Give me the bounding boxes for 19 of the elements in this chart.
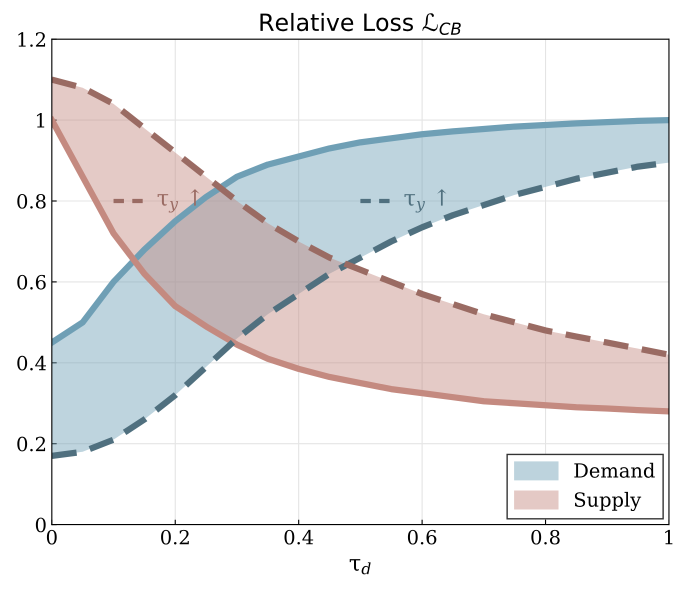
- y-tick-label: 0.2: [17, 436, 46, 452]
- y-tick-label: 0: [36, 518, 46, 532]
- x-tick-label: 0.6: [408, 530, 436, 545]
- annotation: τ$_{y}$ ↑: [404, 189, 446, 213]
- x-tick-label: 0.2: [161, 530, 189, 545]
- legend-label: Demand: [574, 462, 655, 478]
- y-tick-label: 0.4: [17, 356, 46, 370]
- y-tick-label: 0.6: [17, 274, 46, 290]
- x-tick-label: 0.8: [531, 530, 560, 545]
- x-tick-label: 1: [665, 530, 672, 544]
- chart-title: Relative Loss ℒ$_{CB}$: [260, 12, 461, 35]
- y-tick-label: 0.8: [17, 194, 46, 209]
- x-axis-title: τ$_{d}$: [350, 559, 371, 574]
- x-tick-label: 0.4: [284, 530, 314, 545]
- legend-label: Supply: [574, 492, 642, 511]
- y-tick-label: 1: [36, 113, 44, 128]
- x-tick-label: 0: [46, 530, 57, 545]
- annotation: τ$_{y}$ ↑: [158, 189, 200, 213]
- y-tick-label: 1.2: [18, 32, 46, 47]
